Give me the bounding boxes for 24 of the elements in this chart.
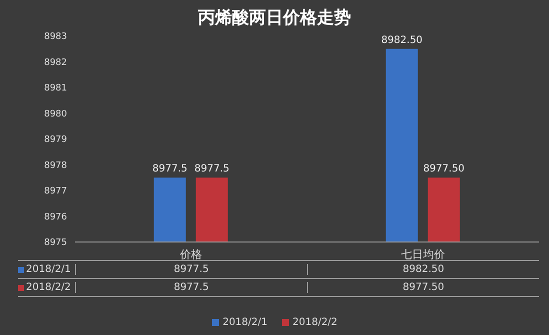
x-tick-label: 价格 — [179, 248, 202, 261]
text: 2018/2/2 — [26, 282, 71, 293]
data-label: 8982.50 — [306, 264, 539, 275]
y-tick-label: 8978 — [44, 160, 68, 171]
data-label: 8977.5 — [74, 282, 307, 293]
text: 8982.50 — [381, 34, 423, 46]
data-label: 8977.50 — [306, 282, 539, 293]
text: 8977.5 — [152, 164, 188, 175]
y-tick-label: 8980 — [44, 109, 68, 120]
y-tick-label: 8982 — [44, 58, 67, 68]
x-tick-label: 七日均价 — [401, 248, 445, 261]
y-tick-label: 8979 — [44, 135, 68, 146]
text: 8977.5 — [194, 164, 230, 175]
data-label: 8977.5 — [74, 264, 307, 275]
y-tick-label: 8977 — [44, 186, 67, 197]
legend-label: 2018/2/2 — [292, 317, 338, 328]
chart-title: 丙烯酸两日价格走势 — [197, 7, 352, 29]
y-tick-label: 8976 — [44, 212, 68, 222]
y-tick-label: 8981 — [44, 84, 67, 94]
text: 2018/2/1 — [26, 264, 71, 275]
y-tick-label: 8983 — [44, 32, 67, 42]
text: 8977.50 — [423, 164, 465, 175]
legend-label: 2018/2/1 — [222, 317, 268, 328]
y-tick-label: 8975 — [44, 238, 67, 248]
